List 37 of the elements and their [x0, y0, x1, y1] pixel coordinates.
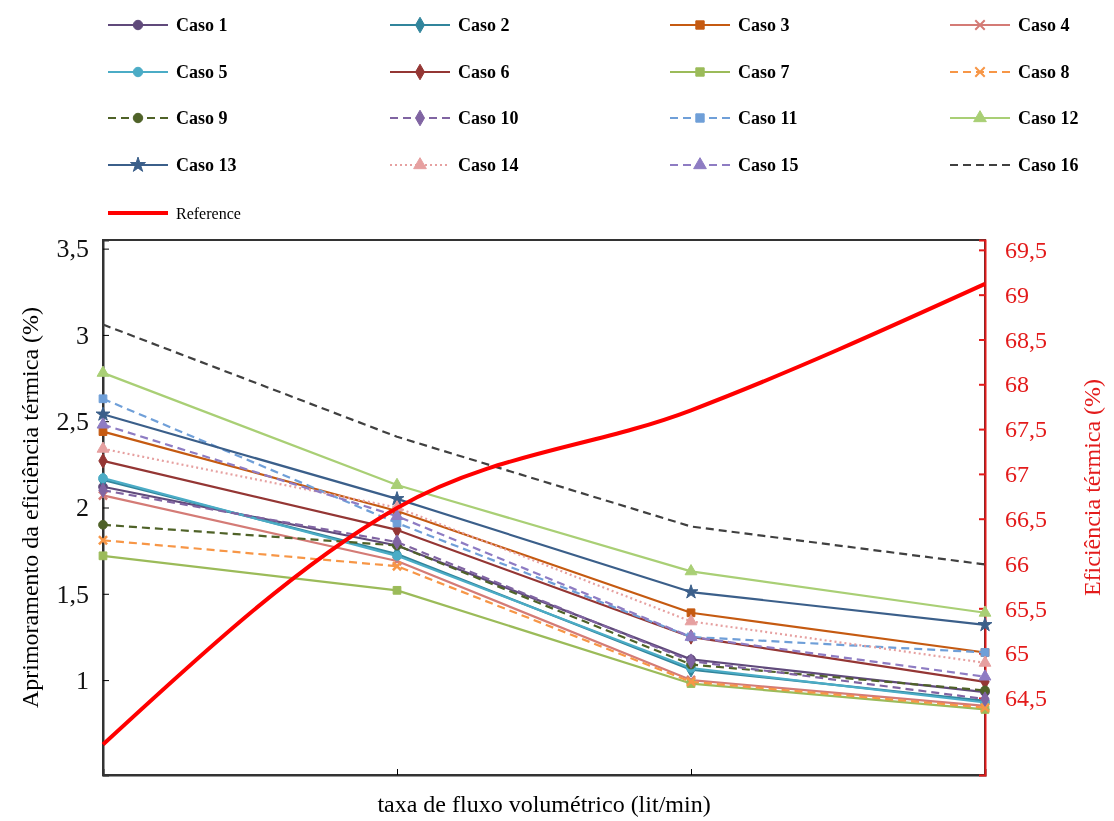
y-tick-label: 2,5: [56, 407, 89, 437]
y-tick-label: 2: [76, 493, 89, 523]
y2-tick-label: 66,5: [1005, 505, 1047, 532]
legend-label: Caso 9: [176, 108, 228, 128]
y-tick-label: 3: [76, 320, 89, 350]
legend-label: Caso 16: [1018, 155, 1079, 175]
y2-tick-label: 64,5: [1005, 685, 1047, 712]
legend-label: Caso 10: [458, 108, 519, 128]
y2-tick-label: 68: [1005, 371, 1029, 398]
y-tick-label: 1,5: [56, 579, 89, 609]
legend-label: Caso 7: [738, 62, 790, 82]
y2-tick-label: 67: [1005, 461, 1029, 488]
legend-label: Caso 11: [738, 108, 798, 128]
legend-label: Caso 6: [458, 62, 510, 82]
legend-label: Caso 4: [1018, 15, 1070, 35]
legend-label: Reference: [176, 205, 241, 222]
y2-tick-label: 66: [1005, 550, 1029, 577]
y2-tick-label: 69,5: [1005, 237, 1047, 264]
y2-axis-title: Eficiência térmica (%): [1079, 378, 1105, 597]
y2-tick-label: 67,5: [1005, 416, 1047, 443]
y-tick-label: 3,5: [56, 234, 89, 264]
legend-label: Caso 2: [458, 15, 510, 35]
legend-label: Caso 1: [176, 15, 228, 35]
x-axis-title: taxa de fluxo volumétrico (lit/min): [377, 791, 711, 817]
y2-tick-label: 68,5: [1005, 326, 1047, 353]
y2-tick-label: 65: [1005, 640, 1029, 667]
y2-tick-label: 69: [1005, 281, 1029, 308]
y-axis-title: Aprimoramento da eficiência térmica (%): [17, 306, 43, 709]
legend-label: Caso 12: [1018, 108, 1079, 128]
legend-label: Caso 15: [738, 155, 799, 175]
legend-label: Caso 3: [738, 15, 790, 35]
y-tick-label: 1: [76, 665, 89, 695]
legend-label: Caso 5: [176, 62, 228, 82]
legend-label: Caso 13: [176, 155, 237, 175]
legend-label: Caso 14: [458, 155, 519, 175]
y2-tick-label: 65,5: [1005, 595, 1047, 622]
legend-label: Caso 8: [1018, 62, 1070, 82]
